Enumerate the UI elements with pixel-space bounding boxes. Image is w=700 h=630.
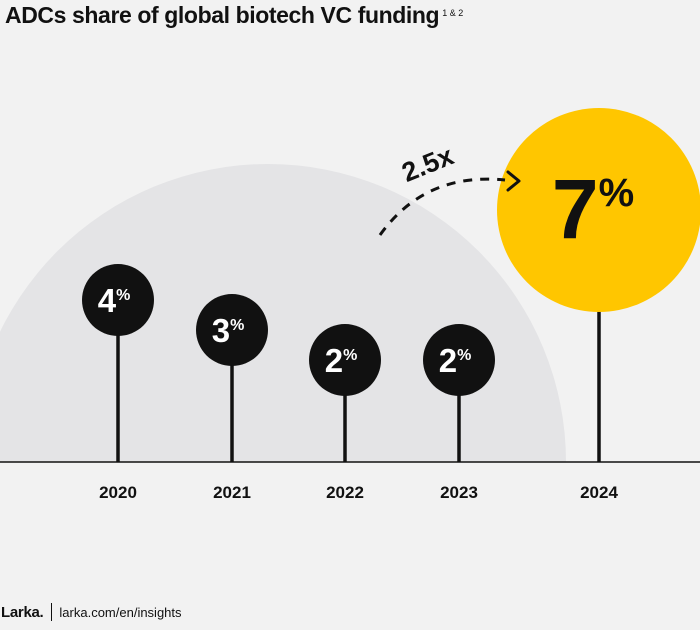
bubble-2024	[497, 108, 700, 312]
value-label-2022: 2%	[325, 342, 358, 379]
background-arc	[0, 164, 566, 462]
growth-annotation: 2.5x	[398, 140, 458, 188]
bubble-2020	[82, 264, 154, 336]
chart-title-text: ADCs share of global biotech VC funding	[5, 2, 440, 28]
footer-divider	[51, 603, 53, 621]
chart-title: ADCs share of global biotech VC funding 1…	[5, 2, 463, 29]
x-tick-2022: 2022	[326, 483, 364, 502]
x-tick-2024: 2024	[580, 483, 618, 502]
chart: 4% 3% 2% 2% 7% 2020 2021 2022 2023 2024 2.5x	[0, 108, 700, 502]
footer: Larka. larka.com/en/insights	[0, 603, 182, 621]
value-label-2020: 4%	[98, 282, 131, 319]
bubble-2021	[196, 294, 268, 366]
value-label-2023: 2%	[439, 342, 472, 379]
markers: 4% 3% 2% 2% 7%	[82, 108, 700, 396]
growth-arrow	[378, 177, 506, 236]
x-tick-labels: 2020 2021 2022 2023 2024	[99, 483, 618, 502]
x-tick-2020: 2020	[99, 483, 137, 502]
growth-arrow-head	[506, 170, 521, 192]
value-label-2024: 7%	[552, 162, 634, 256]
x-tick-2023: 2023	[440, 483, 478, 502]
bubble-2022	[309, 324, 381, 396]
x-tick-2021: 2021	[213, 483, 251, 502]
footer-url[interactable]: larka.com/en/insights	[59, 604, 182, 620]
value-label-2021: 3%	[212, 312, 245, 349]
title-footnote: 1 & 2	[442, 8, 464, 18]
brand-logo: Larka.	[1, 603, 44, 621]
bubble-2023	[423, 324, 495, 396]
